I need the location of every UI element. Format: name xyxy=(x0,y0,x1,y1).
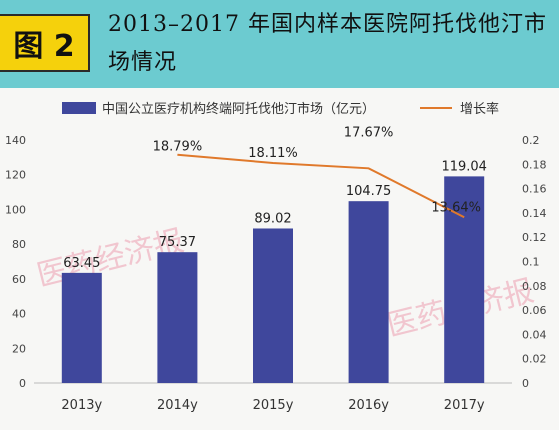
y-right-tick-label: 0.1 xyxy=(522,256,540,269)
y-left-tick-label: 40 xyxy=(12,308,26,321)
y-right-tick-label: 0.14 xyxy=(522,207,547,220)
chart-title: 2013–2017 年国内样本医院阿托伐他汀市场情况 xyxy=(108,12,547,75)
growth-rate-label: 18.11% xyxy=(248,146,298,161)
y-right-tick-label: 0.16 xyxy=(522,183,547,196)
bar-value-label: 63.45 xyxy=(63,256,100,271)
y-left-tick-label: 140 xyxy=(5,134,26,147)
y-right-tick-label: 0 xyxy=(522,377,529,390)
legend-label-line: 增长率 xyxy=(460,101,499,117)
y-right-tick-label: 0.08 xyxy=(522,280,547,293)
x-tick-label: 2016y xyxy=(348,398,389,413)
y-left-tick-label: 0 xyxy=(19,377,26,390)
growth-rate-line xyxy=(177,153,465,219)
bar xyxy=(157,252,198,383)
bar xyxy=(348,201,389,383)
chart-area: 医药经济报医药经济报中国公立医疗机构终端阿托伐他汀市场（亿元）增长率020406… xyxy=(0,88,559,426)
bar-value-label: 104.75 xyxy=(346,184,392,199)
y-right-tick-label: 0.06 xyxy=(522,304,547,317)
chart-svg: 医药经济报医药经济报中国公立医疗机构终端阿托伐他汀市场（亿元）增长率020406… xyxy=(5,101,547,413)
x-tick-label: 2017y xyxy=(444,398,485,413)
y-left-tick-label: 120 xyxy=(5,169,26,182)
y-left-tick-label: 80 xyxy=(12,238,26,251)
growth-rate-label: 18.79% xyxy=(153,140,203,155)
legend-swatch-bar xyxy=(62,102,96,114)
header-bar: 图 2 2013–2017 年国内样本医院阿托伐他汀市场情况 xyxy=(0,0,559,88)
bar-value-label: 75.37 xyxy=(159,235,196,250)
bar xyxy=(61,272,102,383)
y-right-tick-label: 0.02 xyxy=(522,353,547,366)
growth-rate-label: 13.64% xyxy=(431,200,481,215)
y-left-tick-label: 20 xyxy=(12,342,26,355)
bar-value-label: 119.04 xyxy=(441,159,487,174)
y-right-tick-label: 0.2 xyxy=(522,134,540,147)
legend-label-bar: 中国公立医疗机构终端阿托伐他汀市场（亿元） xyxy=(102,101,375,117)
y-right-tick-label: 0.04 xyxy=(522,328,547,341)
bar-value-label: 89.02 xyxy=(254,211,291,226)
x-tick-label: 2014y xyxy=(157,398,198,413)
y-right-tick-label: 0.12 xyxy=(522,231,547,244)
y-left-tick-label: 60 xyxy=(12,273,26,286)
bar xyxy=(253,228,293,383)
y-right-tick-label: 0.18 xyxy=(522,158,547,171)
y-left-tick-label: 100 xyxy=(5,203,26,216)
x-tick-label: 2015y xyxy=(253,398,294,413)
figure-badge: 图 2 xyxy=(0,14,90,72)
x-tick-label: 2013y xyxy=(61,398,102,413)
growth-rate-label: 17.67% xyxy=(344,125,394,140)
